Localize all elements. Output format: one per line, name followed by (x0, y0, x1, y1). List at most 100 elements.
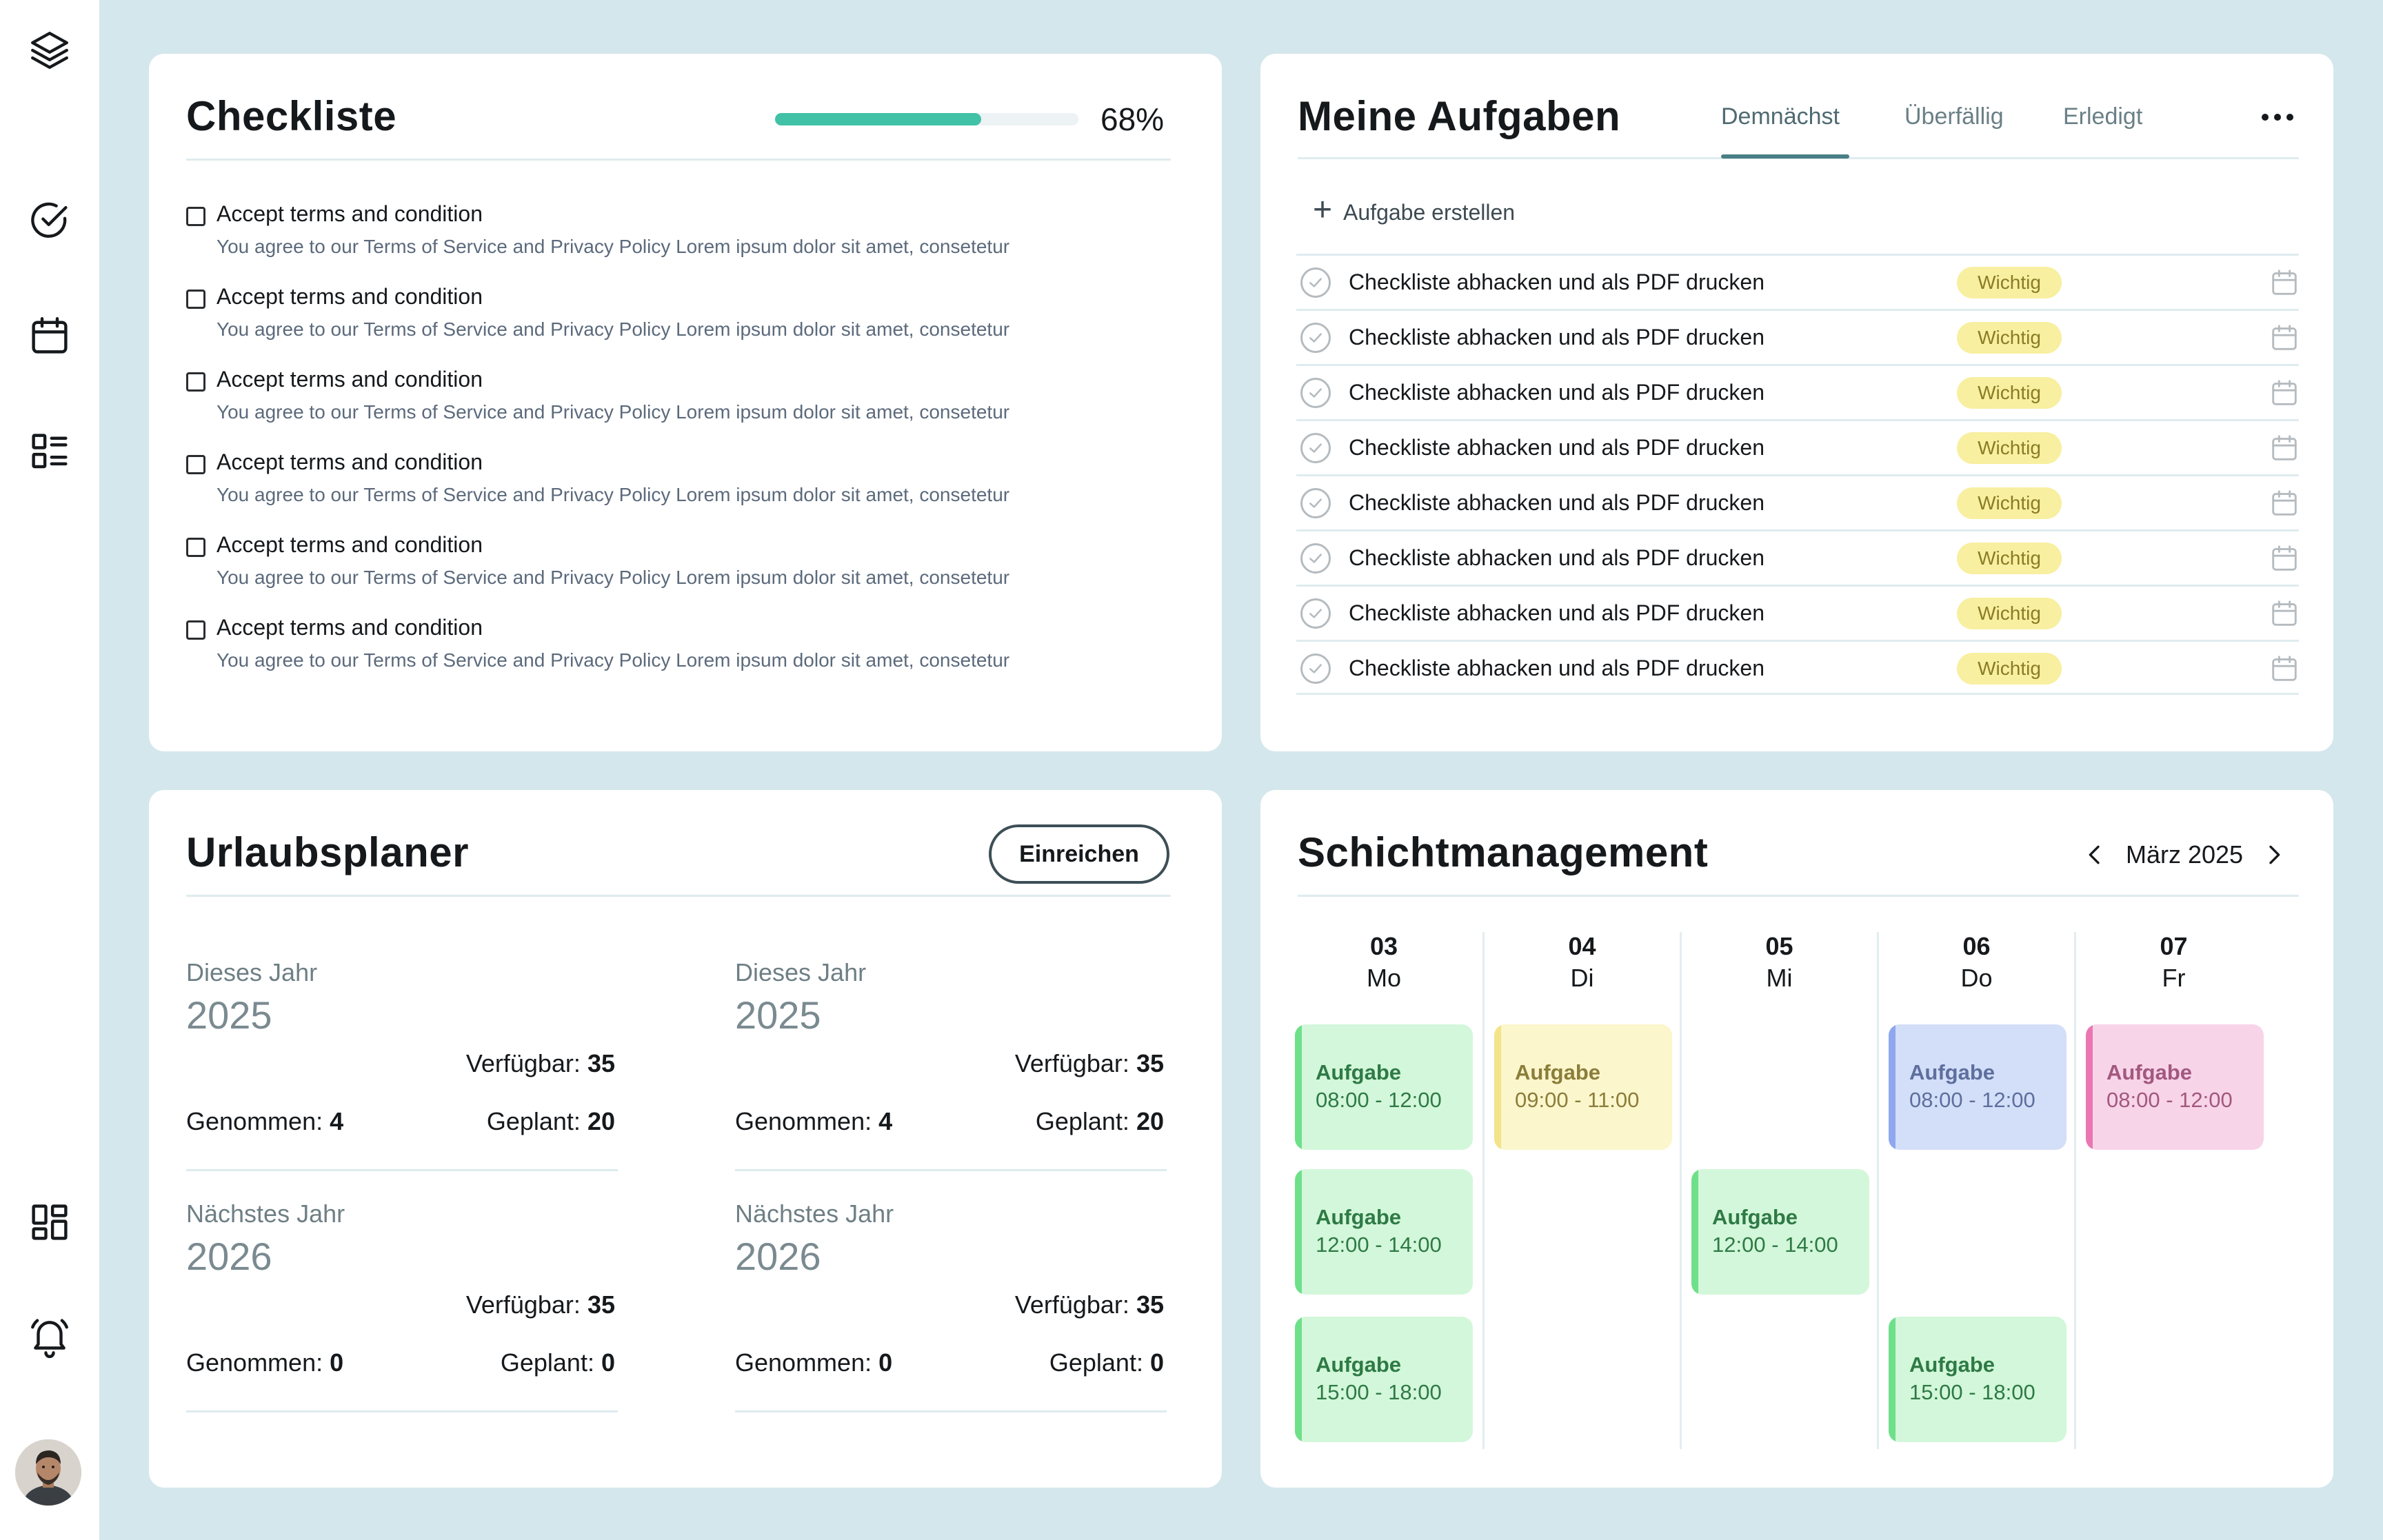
vacation-divider (186, 1169, 618, 1171)
task-complete-icon[interactable] (1300, 543, 1331, 574)
task-complete-icon[interactable] (1300, 378, 1331, 408)
checklist-item[interactable]: Accept terms and condition You agree to o… (186, 605, 1179, 681)
task-row[interactable]: Checkliste abhacken und als PDF drucken W… (1296, 364, 2299, 419)
shift-title: Schichtmanagement (1298, 829, 1709, 875)
task-text: Checkliste abhacken und als PDF drucken (1349, 490, 1764, 515)
checkbox[interactable] (186, 372, 205, 392)
calendar-icon[interactable] (27, 313, 72, 358)
submit-button[interactable]: Einreichen (989, 824, 1169, 884)
chevron-right-icon[interactable] (2260, 841, 2288, 869)
shift-block[interactable]: Aufgabe 15:00 - 18:00 (1889, 1317, 2067, 1442)
shift-block[interactable]: Aufgabe 15:00 - 18:00 (1295, 1317, 1473, 1442)
checklist-item-title: Accept terms and condition (217, 615, 483, 640)
planned-value: 20 (587, 1107, 615, 1135)
plus-icon: + (1313, 192, 1333, 228)
calendar-icon[interactable] (2269, 377, 2300, 409)
checklist-item[interactable]: Accept terms and condition You agree to o… (186, 523, 1179, 598)
checkbox[interactable] (186, 620, 205, 640)
task-complete-icon[interactable] (1300, 433, 1331, 463)
shift-time: 15:00 - 18:00 (1909, 1380, 2035, 1404)
day-column: 04 Di Aufgabe 09:00 - 11:00 (1482, 932, 1680, 1449)
checkbox[interactable] (186, 538, 205, 557)
task-complete-icon[interactable] (1300, 654, 1331, 684)
checklist-item-description: You agree to our Terms of Service and Pr… (217, 484, 1010, 505)
taken-days: Genommen: 4 (735, 1107, 892, 1136)
day-column: 07 Fr Aufgabe 08:00 - 12:00 (2074, 932, 2271, 1449)
task-row[interactable]: Checkliste abhacken und als PDF drucken W… (1296, 585, 2299, 640)
shift-block[interactable]: Aufgabe 08:00 - 12:00 (1295, 1024, 1473, 1150)
more-options-button[interactable] (2253, 103, 2302, 131)
sidebar (0, 0, 99, 1540)
checklist-item[interactable]: Accept terms and condition You agree to o… (186, 440, 1179, 516)
avatar[interactable] (15, 1439, 81, 1506)
shift-time: 08:00 - 12:00 (1909, 1088, 2035, 1112)
task-complete-icon[interactable] (1300, 488, 1331, 518)
checklist-title: Checkliste (186, 93, 397, 139)
priority-badge: Wichtig (1957, 598, 2062, 629)
taken-days: Genommen: 4 (186, 1107, 343, 1136)
shift-title: Aufgabe (1316, 1060, 1401, 1084)
shift-block[interactable]: Aufgabe 08:00 - 12:00 (2086, 1024, 2264, 1150)
calendar-icon[interactable] (2269, 598, 2300, 629)
shift-color-bar (1295, 1169, 1302, 1295)
checklist-item-title: Accept terms and condition (217, 367, 483, 392)
tab-done[interactable]: Erledigt (2063, 103, 2143, 130)
shift-time: 15:00 - 18:00 (1316, 1380, 1442, 1404)
day-name: Di (1570, 964, 1594, 992)
checklist-item[interactable]: Accept terms and condition You agree to o… (186, 274, 1179, 350)
calendar-icon[interactable] (2269, 322, 2300, 354)
dashboard-icon[interactable] (27, 1199, 72, 1245)
task-text: Checkliste abhacken und als PDF drucken (1349, 545, 1764, 570)
calendar-icon[interactable] (2269, 487, 2300, 519)
task-complete-icon[interactable] (1300, 323, 1331, 353)
task-row[interactable]: Checkliste abhacken und als PDF drucken W… (1296, 419, 2299, 474)
shift-block[interactable]: Aufgabe 12:00 - 14:00 (1691, 1169, 1869, 1295)
checklist-progress-bar (775, 113, 1078, 125)
task-row[interactable]: Checkliste abhacken und als PDF drucken W… (1296, 254, 2299, 309)
available-value: 35 (1136, 1049, 1164, 1077)
shift-block[interactable]: Aufgabe 12:00 - 14:00 (1295, 1169, 1473, 1295)
vacation-year-block: Nächstes Jahr 2026 Verfügbar: 35 Genommen: … (186, 1199, 618, 1427)
task-row[interactable]: Checkliste abhacken und als PDF drucken W… (1296, 640, 2299, 695)
checkbox[interactable] (186, 207, 205, 226)
planned-label: Geplant: (500, 1348, 594, 1377)
shift-block[interactable]: Aufgabe 08:00 - 12:00 (1889, 1024, 2067, 1150)
calendar-icon[interactable] (2269, 543, 2300, 574)
checklist-item[interactable]: Accept terms and condition You agree to o… (186, 357, 1179, 433)
day-number: 04 (1568, 932, 1596, 960)
available-days: Verfügbar: 35 (466, 1049, 615, 1078)
checklist-item-description: You agree to our Terms of Service and Pr… (217, 236, 1010, 257)
vacation-card: Urlaubsplaner Einreichen Dieses Jahr 2025… (149, 790, 1222, 1488)
shift-block[interactable]: Aufgabe 09:00 - 11:00 (1494, 1024, 1672, 1150)
bell-icon[interactable] (27, 1314, 72, 1359)
layers-icon[interactable] (27, 28, 72, 73)
shift-color-bar (1889, 1317, 1896, 1442)
calendar-icon[interactable] (2269, 432, 2300, 464)
list-icon[interactable] (27, 429, 72, 474)
available-label: Verfügbar: (1014, 1049, 1129, 1077)
task-complete-icon[interactable] (1300, 598, 1331, 629)
tab-upcoming[interactable]: Demnächst (1721, 103, 1840, 130)
available-days: Verfügbar: 35 (466, 1290, 615, 1319)
tasks-title: Meine Aufgaben (1298, 93, 1621, 139)
tab-overdue[interactable]: Überfällig (1904, 103, 2004, 130)
checkbox[interactable] (186, 455, 205, 474)
vacation-period-label: Dieses Jahr (186, 958, 318, 986)
vacation-period-label: Dieses Jahr (735, 958, 867, 986)
calendar-icon[interactable] (2269, 267, 2300, 298)
taken-label: Genommen: (735, 1107, 872, 1135)
check-circle-icon[interactable] (27, 197, 72, 243)
planned-value: 0 (601, 1348, 615, 1377)
task-row[interactable]: Checkliste abhacken und als PDF drucken W… (1296, 529, 2299, 585)
create-task-button[interactable]: + Aufgabe erstellen (1313, 192, 1515, 228)
task-complete-icon[interactable] (1300, 267, 1331, 298)
tasks-card: Meine Aufgaben Demnächst Überfällig Erle… (1260, 54, 2333, 751)
checkbox[interactable] (186, 290, 205, 309)
task-row[interactable]: Checkliste abhacken und als PDF drucken W… (1296, 474, 2299, 529)
day-column: 06 Do Aufgabe 08:00 - 12:00 Aufgabe 15:00 - 1… (1877, 932, 2074, 1449)
checklist-item[interactable]: Accept terms and condition You agree to o… (186, 192, 1179, 267)
calendar-icon[interactable] (2269, 653, 2300, 685)
chevron-left-icon[interactable] (2081, 841, 2109, 869)
task-row[interactable]: Checkliste abhacken und als PDF drucken W… (1296, 309, 2299, 364)
